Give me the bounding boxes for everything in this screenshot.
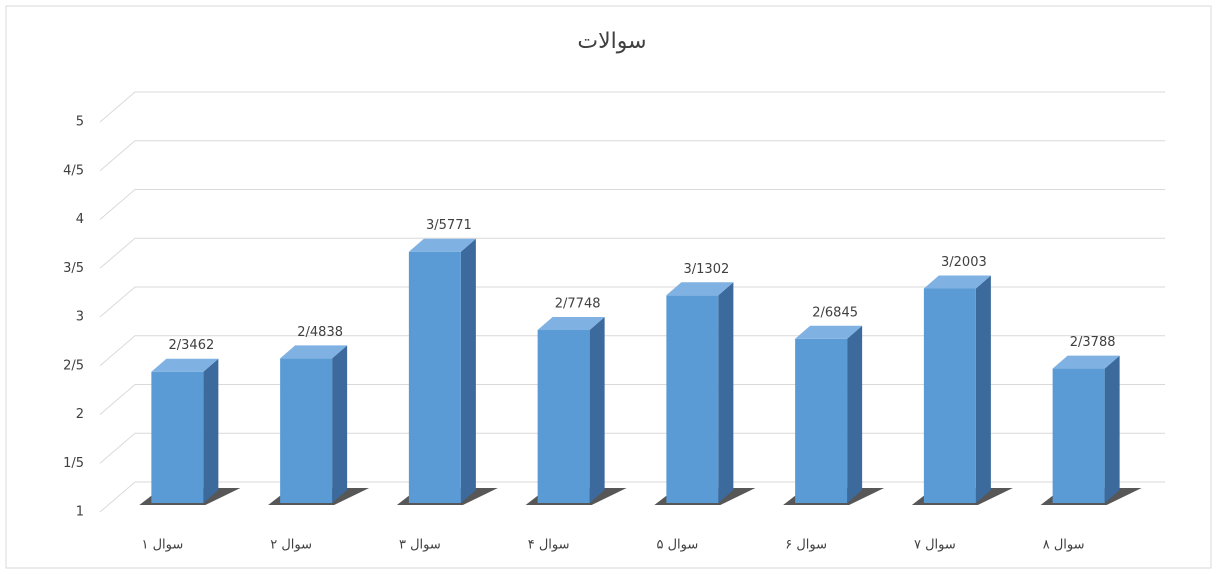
y-tick-label: 1 — [76, 505, 84, 520]
value-label: 2/7748 — [555, 296, 601, 311]
bar-side — [332, 345, 348, 503]
y-tick-label: 3 — [76, 310, 84, 325]
bar-side — [589, 316, 605, 503]
y-tick-label: 3/5 — [63, 261, 84, 276]
bar-side — [718, 282, 734, 503]
bar — [151, 371, 204, 503]
bar-side — [203, 358, 219, 503]
grid-line — [99, 91, 1165, 123]
bar-top — [151, 358, 219, 372]
grid-line — [99, 286, 1165, 318]
bar — [280, 358, 333, 503]
bar-top — [923, 275, 991, 289]
x-tick-label: سوال ۵ — [656, 538, 698, 553]
y-tick-label: 2 — [76, 407, 84, 422]
bar-side — [1104, 355, 1120, 503]
bar — [1052, 368, 1105, 503]
x-tick-label: سوال ۱ — [141, 538, 183, 553]
x-tick-label: سوال ۴ — [528, 538, 570, 553]
x-tick-label: سوال ۶ — [785, 538, 827, 553]
bar-side — [975, 275, 991, 503]
y-tick-label: 5 — [76, 115, 84, 130]
value-label: 2/4838 — [297, 325, 343, 340]
bar-top — [1052, 355, 1120, 369]
x-tick-label: سوال ۷ — [914, 538, 956, 553]
grid-line — [99, 237, 1165, 269]
x-tick-label: سوال ۳ — [399, 538, 441, 553]
x-tick-label: سوال ۸ — [1043, 538, 1085, 553]
y-tick-label: 1/5 — [63, 456, 84, 471]
bar-top — [408, 238, 476, 252]
bar — [408, 251, 461, 503]
bar-top — [795, 325, 863, 339]
value-label: 2/3788 — [1070, 335, 1116, 350]
y-tick-label: 4/5 — [63, 163, 84, 178]
bar-top — [666, 282, 734, 296]
bar — [795, 338, 848, 503]
bar-top — [280, 345, 348, 359]
value-label: 3/2003 — [941, 255, 987, 270]
bar-side — [847, 325, 863, 503]
value-label: 2/3462 — [169, 338, 215, 353]
chart-title: سوالات — [577, 29, 646, 54]
bar-top — [537, 316, 605, 330]
grid-line — [99, 140, 1165, 172]
y-tick-label: 2/5 — [63, 358, 84, 373]
value-label: 3/1302 — [684, 262, 730, 277]
x-tick-label: سوال ۲ — [270, 538, 312, 553]
value-label: 3/5771 — [426, 218, 472, 233]
bar-side — [460, 238, 476, 503]
grid-line — [99, 189, 1165, 220]
bar — [666, 295, 719, 503]
value-label: 2/6845 — [812, 305, 858, 320]
bar — [537, 329, 590, 503]
bar — [923, 288, 976, 503]
y-tick-label: 4 — [76, 212, 84, 227]
